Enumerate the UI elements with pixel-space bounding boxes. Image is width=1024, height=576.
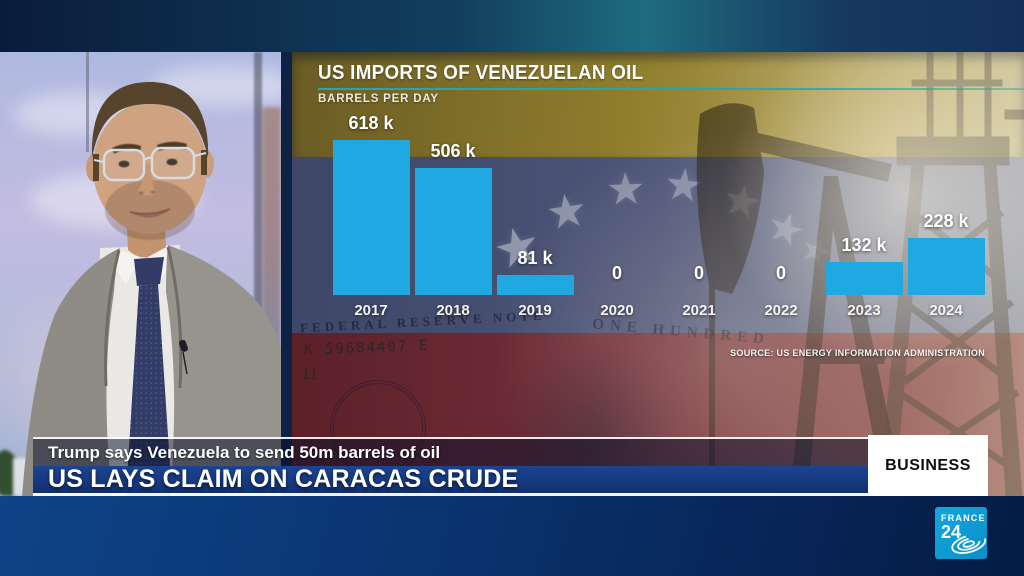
- chart-title: US IMPORTS OF VENEZUELAN OIL: [318, 62, 644, 84]
- year-label-2024: 2024: [929, 302, 963, 319]
- background-building: [262, 107, 281, 367]
- year-label-2021: 2021: [682, 302, 716, 319]
- glasses-icon: [93, 146, 207, 182]
- year-label-2017: 2017: [354, 302, 388, 319]
- title-underline: [318, 88, 1024, 90]
- value-label-2022: 0: [775, 263, 786, 283]
- france24-logo: FRANCE 24: [935, 507, 987, 559]
- banner-top-line: [33, 437, 868, 439]
- window-mullion: [86, 52, 89, 152]
- value-label-2024: 228 k: [923, 211, 969, 231]
- lapel-mic-icon: [178, 339, 188, 375]
- window-frame: [254, 52, 262, 392]
- chart-graphic: FEDERAL RESERVE NOTE K 59684407 E 11 ONE…: [292, 52, 1024, 496]
- chart-subtitle: BARRELS PER DAY: [318, 93, 439, 105]
- year-label-2019: 2019: [518, 302, 552, 319]
- logo-swirl-icon: [951, 534, 987, 554]
- value-label-2018: 506 k: [430, 141, 476, 161]
- lower-third-banner: Trump says Venezuela to send 50m barrels…: [33, 437, 868, 496]
- headline-strip: US LAYS CLAIM ON CARACAS CRUDE: [33, 466, 868, 493]
- year-label-2023: 2023: [847, 302, 881, 319]
- value-label-2023: 132 k: [841, 235, 887, 255]
- year-label-2022: 2022: [764, 302, 798, 319]
- headline-kicker: Trump says Venezuela to send 50m barrels…: [48, 443, 441, 462]
- bar-2017: [332, 140, 410, 295]
- bar-2019: [496, 275, 574, 295]
- chart-source: SOURCE: US ENERGY INFORMATION ADMINISTRA…: [730, 348, 985, 358]
- top-gradient-band: [0, 0, 1024, 52]
- year-label-2020: 2020: [600, 302, 634, 319]
- video-chart-divider: [281, 52, 292, 496]
- value-label-2021: 0: [693, 263, 704, 283]
- headline-title: US LAYS CLAIM ON CARACAS CRUDE: [48, 465, 519, 493]
- logo-text-france: FRANCE: [941, 513, 986, 523]
- bar-2024: [907, 238, 985, 295]
- year-label-2018: 2018: [436, 302, 470, 319]
- program-badge: BUSINESS: [868, 435, 988, 496]
- kicker-strip: Trump says Venezuela to send 50m barrels…: [33, 439, 868, 466]
- value-label-2017: 618 k: [348, 113, 394, 133]
- news-anchor: [22, 82, 281, 496]
- logo-text-24: 24: [941, 522, 962, 542]
- anchor-video: [0, 52, 281, 496]
- bar-chart: 618 k 2017 506 k 2018 81 k 2019 0 2020 0 2021 0 202…: [292, 52, 1024, 496]
- footer-band: [0, 496, 1024, 576]
- value-label-2019: 81 k: [517, 248, 553, 268]
- bar-2018: [414, 168, 492, 295]
- bar-2023: [825, 262, 903, 295]
- banner-bottom-line: [33, 493, 868, 496]
- value-label-2020: 0: [611, 263, 622, 283]
